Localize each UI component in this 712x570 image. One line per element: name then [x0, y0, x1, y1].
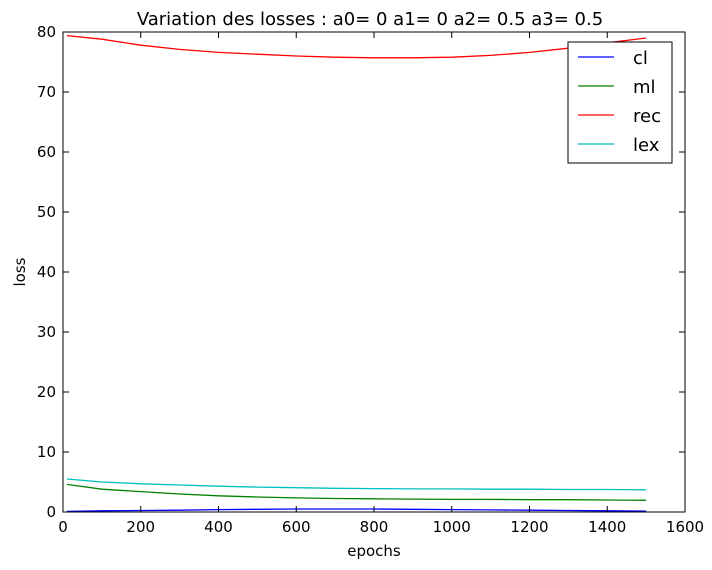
ticks-layer: 0 200 400 600 800 1000 1200 1400 1600 0 10 20 30 40 50… [37, 23, 704, 536]
y-axis-label: loss [11, 257, 29, 286]
x-tick-label: 0 [58, 518, 68, 536]
x-axis-label: epochs [347, 542, 401, 560]
chart-title: Variation des losses : a0= 0 a1= 0 a2= 0… [137, 9, 603, 30]
y-tick-label: 50 [37, 203, 56, 221]
x-tick-label: 1000 [433, 518, 471, 536]
y-tick-label: 80 [37, 23, 56, 41]
x-tick-label: 1200 [510, 518, 548, 536]
legend-label-ml: ml [633, 77, 656, 98]
legend-frame [567, 41, 673, 164]
y-tick-label: 70 [37, 83, 56, 101]
y-tick-label: 0 [46, 503, 56, 521]
x-tick-label: 600 [282, 518, 311, 536]
x-tick-label: 400 [204, 518, 233, 536]
y-tick-label: 20 [37, 383, 56, 401]
legend-label-lex: lex [633, 135, 660, 156]
legend-label-rec: rec [633, 106, 661, 127]
series-line-cl [66, 508, 647, 513]
x-tick-label: 1400 [588, 518, 626, 536]
x-tick-label: 1600 [666, 518, 704, 536]
y-tick-label: 30 [37, 323, 56, 341]
y-tick-label: 40 [37, 263, 56, 281]
series-line-rec [66, 34, 647, 59]
plot-frame [62, 31, 686, 513]
legend: cl ml rec lex [567, 41, 673, 164]
series-layer [66, 34, 647, 513]
series-line-lex [66, 478, 647, 491]
y-tick-label: 60 [37, 143, 56, 161]
x-tick-label: 800 [360, 518, 389, 536]
y-tick-label: 10 [37, 443, 56, 461]
legend-label-cl: cl [633, 48, 648, 69]
series-line-ml [66, 483, 647, 501]
x-tick-label: 200 [126, 518, 155, 536]
